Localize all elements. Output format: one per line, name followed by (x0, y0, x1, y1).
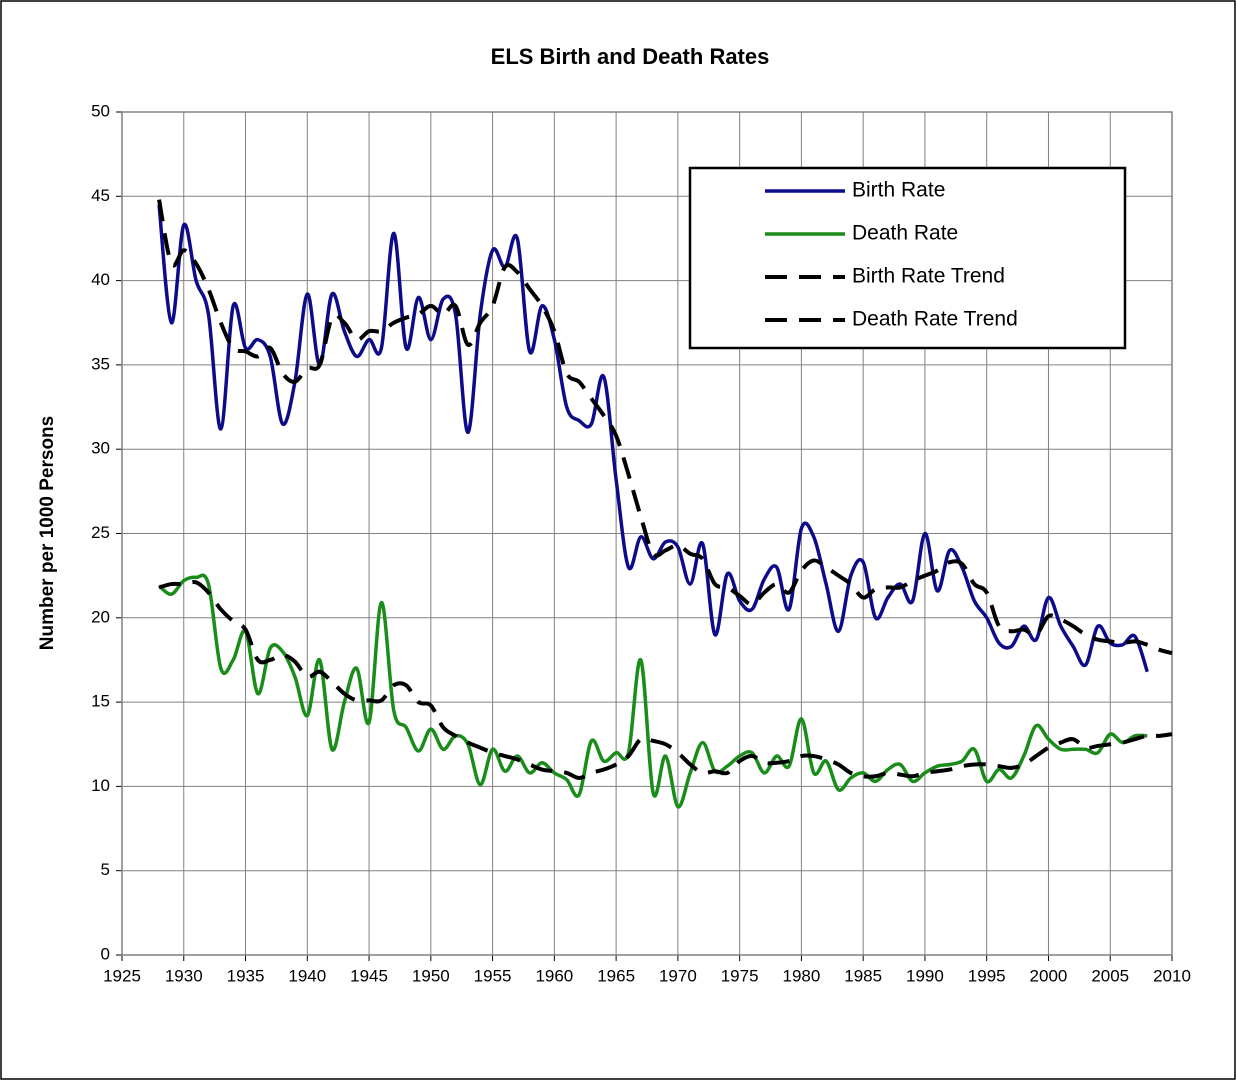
y-tick-label: 45 (91, 186, 110, 205)
x-tick-label: 1925 (103, 966, 141, 985)
x-tick-label: 1965 (597, 966, 635, 985)
x-tick-label: 1980 (782, 966, 820, 985)
x-tick-label: 1955 (474, 966, 512, 985)
x-tick-label: 1995 (968, 966, 1006, 985)
x-tick-label: 1975 (721, 966, 759, 985)
legend-label: Birth Rate (852, 179, 945, 202)
x-tick-label: 1960 (535, 966, 573, 985)
plot-border (121, 111, 1173, 956)
x-tick-label: 1935 (227, 966, 265, 985)
legend-label: Death Rate (852, 222, 958, 245)
y-tick-label: 15 (91, 692, 110, 711)
x-tick-label: 1930 (165, 966, 203, 985)
y-tick-label: 35 (91, 354, 110, 373)
x-tick-label: 2005 (1091, 966, 1129, 985)
y-tick-label: 50 (91, 101, 110, 120)
y-axis-label: Number per 1000 Persons (37, 416, 58, 650)
legend-label: Birth Rate Trend (852, 265, 1005, 288)
y-tick-label: 5 (101, 860, 110, 879)
legend-box (688, 166, 1127, 350)
trend-line (157, 199, 1173, 656)
x-tick-label: 2000 (1030, 966, 1068, 985)
chart-title: ELS Birth and Death Rates (491, 44, 770, 69)
legend-label: Death Rate Trend (852, 308, 1018, 331)
x-tick-label: 1990 (906, 966, 944, 985)
x-tick-label: 2010 (1153, 966, 1191, 985)
y-tick-label: 25 (91, 523, 110, 542)
x-tick-label: 1940 (288, 966, 326, 985)
trend-line (158, 580, 1173, 780)
y-tick-label: 40 (91, 270, 110, 289)
y-tick-label: 20 (91, 607, 110, 626)
x-tick-label: 1945 (350, 966, 388, 985)
x-tick-label: 1950 (412, 966, 450, 985)
x-tick-label: 1970 (659, 966, 697, 985)
legend: Birth Rate Death Rate Birth Rate Trend Deat… (688, 166, 1127, 350)
series-line (157, 204, 1149, 673)
y-tick-label: 30 (91, 439, 110, 458)
y-tick-label: 0 (101, 944, 110, 963)
x-tick-label: 1985 (844, 966, 882, 985)
y-tick-label: 10 (91, 776, 110, 795)
